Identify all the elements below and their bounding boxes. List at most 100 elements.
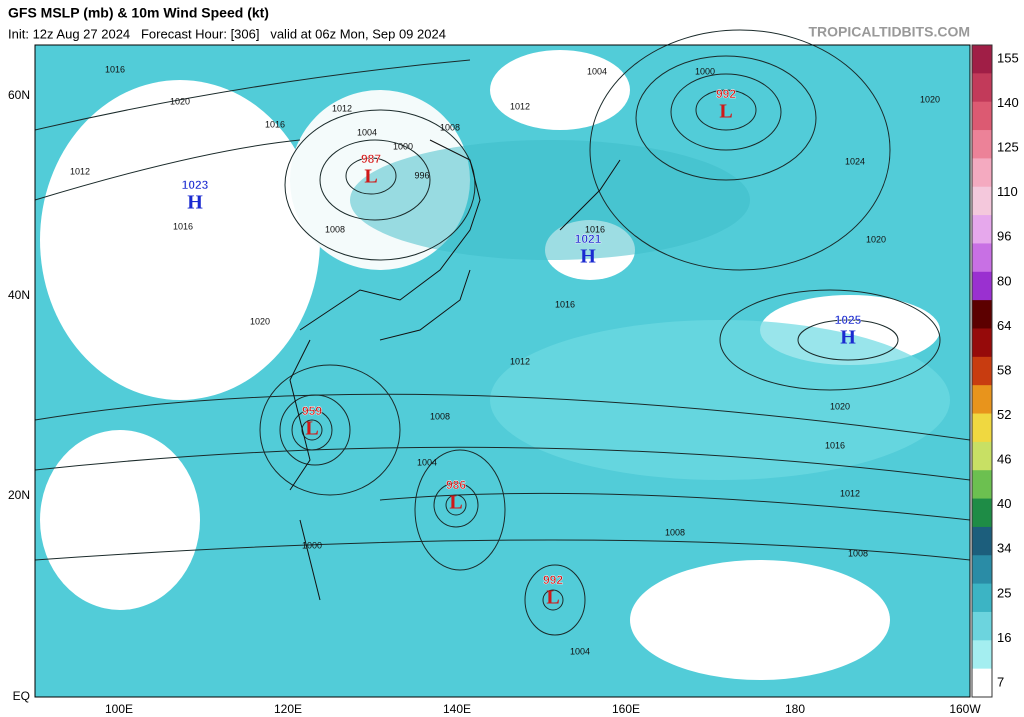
lat-label: 40N [8, 288, 30, 302]
colorbar-frame [971, 44, 993, 698]
isobar-label: 1016 [173, 221, 193, 231]
isobar-label: 1012 [510, 356, 530, 366]
colorbar-segment [972, 158, 992, 188]
isobar-label: 1012 [510, 101, 530, 111]
colorbar-segment [972, 611, 992, 641]
isobar-label: 1000 [695, 66, 715, 76]
colorbar-label: 34 [997, 541, 1011, 556]
colorbar-label: 25 [997, 585, 1011, 600]
center-value: 1021 [575, 232, 602, 246]
isobar-label: 1020 [830, 401, 850, 411]
colorbar-label: 140 [997, 95, 1019, 110]
colorbar-label: 155 [997, 50, 1019, 65]
center-value: 992 [543, 573, 563, 587]
isobar-label: 996 [414, 170, 429, 180]
colorbar-segment [972, 356, 992, 386]
colorbar-segment [972, 668, 992, 698]
isobar-label: 1012 [332, 103, 352, 113]
colorbar-label: 40 [997, 496, 1011, 511]
isobar-label: 1016 [265, 119, 285, 129]
isobar-label: 1024 [845, 156, 865, 166]
colorbar-label: 110 [997, 184, 1018, 199]
colorbar-label: 80 [997, 273, 1011, 288]
center-value: 986 [446, 478, 466, 492]
isobar-label: 1016 [555, 299, 575, 309]
colorbar-label: 96 [997, 229, 1011, 244]
lat-label: EQ [13, 689, 30, 703]
colorbar-segment [972, 413, 992, 443]
isobar-label: 1008 [440, 122, 460, 132]
colorbar-segment [972, 640, 992, 670]
isobar-label: 1004 [570, 646, 590, 656]
colorbar-segment [972, 498, 992, 528]
colorbar-segment [972, 441, 992, 471]
isobar-label: 1008 [325, 224, 345, 234]
lon-label: 160E [612, 702, 640, 716]
center-letter: L [305, 418, 318, 440]
colorbar-label: 64 [997, 318, 1011, 333]
colorbar-label: 125 [997, 140, 1019, 155]
center-letter: L [449, 492, 462, 514]
colorbar-label: 7 [997, 674, 1004, 689]
isobar-label: 1020 [920, 94, 940, 104]
lon-label: 140E [443, 702, 471, 716]
isobar-label: 1020 [866, 234, 886, 244]
isobar-label: 1004 [417, 457, 437, 467]
center-value: 987 [361, 152, 381, 166]
center-value: 1025 [835, 313, 862, 327]
isobar-label: 1000 [302, 540, 322, 550]
isobar-label: 1016 [105, 64, 125, 74]
center-letter: L [364, 166, 377, 188]
isobar-label: 1000 [393, 141, 413, 151]
colorbar-segment [972, 186, 992, 216]
watermark: TROPICALTIDBITS.COM [808, 24, 970, 40]
colorbar-segment [972, 470, 992, 500]
center-letter: L [546, 587, 559, 609]
colorbar-segment [972, 130, 992, 159]
colorbar-segment [972, 526, 992, 556]
isobar-label: 1012 [70, 166, 90, 176]
center-value: 1023 [182, 178, 209, 192]
isobar-label: 1020 [170, 96, 190, 106]
title: GFS MSLP (mb) & 10m Wind Speed (kt) [8, 5, 269, 21]
lat-label: 20N [8, 488, 30, 502]
isobar-label: 1016 [585, 224, 605, 234]
colorbar-segment [972, 328, 992, 358]
colorbar-label: 16 [997, 630, 1011, 645]
colorbar-segment [972, 101, 992, 131]
isobar-label: 1004 [357, 127, 377, 137]
lon-label: 120E [274, 702, 302, 716]
colorbar-segment [972, 271, 992, 301]
center-letter: H [580, 246, 596, 268]
isobar-label: 1008 [665, 527, 685, 537]
lon-label: 100E [105, 702, 133, 716]
lon-label: 160W [949, 702, 981, 716]
colorbar-segment [972, 45, 992, 74]
colorbar-label: 46 [997, 452, 1011, 467]
lon-label: 180 [785, 702, 805, 716]
colorbar-label: 58 [997, 362, 1011, 377]
isobar-label: 1012 [840, 488, 860, 498]
colorbar-label: 52 [997, 407, 1011, 422]
isobar-label: 1004 [587, 66, 607, 76]
subtitle: Init: 12z Aug 27 2024 Forecast Hour: [30… [8, 26, 446, 41]
colorbar-segment [972, 300, 992, 329]
colorbar-segment [972, 243, 992, 273]
lat-label: 60N [8, 88, 30, 102]
colorbar-segment [972, 555, 992, 585]
isobar-label: 1016 [825, 440, 845, 450]
isobar-label: 1020 [250, 316, 270, 326]
map [34, 29, 971, 698]
colorbar-segment [972, 215, 992, 244]
isobar-label: 1008 [430, 411, 450, 421]
colorbar-segment [972, 385, 992, 415]
colorbar-segment [972, 583, 992, 613]
colorbar-segment [972, 73, 992, 103]
center-letter: H [187, 192, 203, 214]
center-letter: L [719, 101, 732, 123]
center-value: 959 [302, 404, 322, 418]
center-letter: H [840, 327, 856, 349]
isobar-label: 1008 [848, 548, 868, 558]
center-value: 992 [716, 87, 736, 101]
